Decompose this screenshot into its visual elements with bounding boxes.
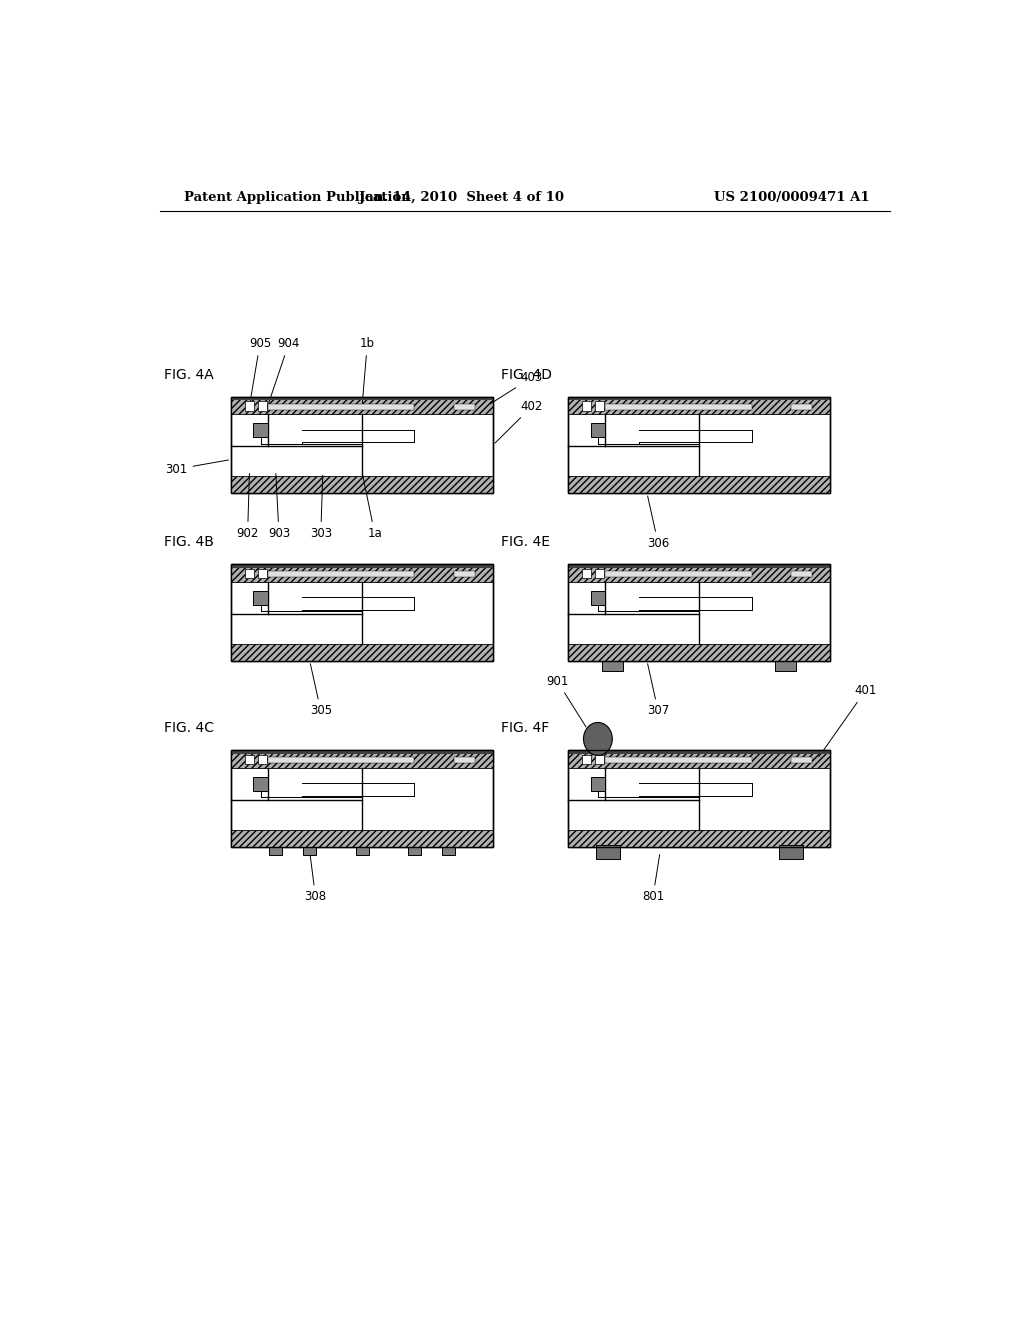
Text: 306: 306 bbox=[647, 496, 670, 549]
Bar bbox=[568, 397, 830, 494]
Text: FIG. 4B: FIG. 4B bbox=[164, 536, 214, 549]
Bar bbox=[596, 845, 620, 858]
Text: FIG. 4A: FIG. 4A bbox=[164, 368, 213, 381]
Text: 903: 903 bbox=[268, 474, 290, 540]
Bar bbox=[245, 401, 254, 411]
Text: 401: 401 bbox=[819, 684, 877, 756]
Text: FIG. 4C: FIG. 4C bbox=[164, 722, 214, 735]
Text: 902: 902 bbox=[237, 474, 259, 540]
Bar bbox=[253, 777, 268, 791]
Bar bbox=[231, 751, 493, 847]
Text: 904: 904 bbox=[268, 337, 300, 403]
Ellipse shape bbox=[584, 722, 612, 755]
Text: FIG. 4F: FIG. 4F bbox=[501, 722, 549, 735]
Bar bbox=[454, 572, 475, 577]
Bar bbox=[583, 755, 592, 764]
Bar bbox=[779, 845, 803, 858]
Bar bbox=[605, 758, 752, 763]
Bar bbox=[602, 661, 624, 671]
Bar bbox=[792, 404, 812, 409]
Bar bbox=[231, 751, 493, 847]
Bar bbox=[231, 751, 493, 754]
Bar bbox=[442, 847, 455, 855]
Bar bbox=[245, 569, 254, 578]
Bar bbox=[591, 591, 605, 605]
Bar bbox=[258, 569, 267, 578]
Text: 905: 905 bbox=[249, 337, 271, 403]
Bar bbox=[568, 644, 830, 661]
Bar bbox=[568, 751, 830, 847]
Bar bbox=[605, 572, 752, 577]
Text: 403: 403 bbox=[490, 371, 543, 404]
Bar bbox=[231, 397, 493, 494]
Bar bbox=[792, 572, 812, 577]
Bar bbox=[231, 751, 493, 768]
Bar bbox=[253, 591, 268, 605]
Bar bbox=[568, 565, 830, 582]
Text: 305: 305 bbox=[309, 664, 332, 718]
Text: FIG. 4D: FIG. 4D bbox=[501, 368, 552, 381]
Bar bbox=[231, 565, 493, 568]
Bar bbox=[231, 397, 493, 400]
Bar bbox=[231, 397, 493, 494]
Bar bbox=[568, 751, 830, 847]
Bar bbox=[591, 777, 605, 791]
Text: FIG. 4E: FIG. 4E bbox=[501, 536, 550, 549]
Bar bbox=[595, 569, 604, 578]
Bar bbox=[605, 404, 752, 409]
Bar bbox=[231, 565, 493, 661]
Bar bbox=[408, 847, 421, 855]
Text: 1a: 1a bbox=[362, 475, 382, 540]
Bar bbox=[268, 758, 415, 763]
Bar bbox=[568, 565, 830, 661]
Text: Jan. 14, 2010  Sheet 4 of 10: Jan. 14, 2010 Sheet 4 of 10 bbox=[358, 190, 564, 203]
Bar bbox=[568, 830, 830, 847]
Bar bbox=[245, 755, 254, 764]
Bar bbox=[568, 397, 830, 414]
Bar bbox=[231, 397, 493, 414]
Bar bbox=[231, 830, 493, 847]
Bar bbox=[591, 424, 605, 437]
Bar bbox=[568, 397, 830, 400]
Bar bbox=[568, 751, 830, 754]
Bar bbox=[454, 404, 475, 409]
Bar bbox=[568, 477, 830, 494]
Bar bbox=[303, 847, 316, 855]
Bar bbox=[231, 565, 493, 661]
Text: Patent Application Publication: Patent Application Publication bbox=[183, 190, 411, 203]
Text: 1b: 1b bbox=[359, 337, 375, 403]
Text: 307: 307 bbox=[647, 664, 670, 718]
Text: 308: 308 bbox=[304, 854, 327, 903]
Text: 301: 301 bbox=[165, 459, 228, 475]
Text: US 2100/0009471 A1: US 2100/0009471 A1 bbox=[715, 190, 870, 203]
Bar bbox=[775, 661, 797, 671]
Bar bbox=[258, 755, 267, 764]
Bar bbox=[583, 569, 592, 578]
Text: 303: 303 bbox=[309, 475, 332, 540]
Text: 901: 901 bbox=[546, 675, 586, 727]
Bar bbox=[792, 758, 812, 763]
Bar bbox=[268, 572, 415, 577]
Bar bbox=[568, 397, 830, 494]
Bar bbox=[355, 847, 369, 855]
Bar bbox=[231, 644, 493, 661]
Bar bbox=[231, 565, 493, 582]
Bar bbox=[258, 401, 267, 411]
Bar bbox=[231, 477, 493, 494]
Text: 801: 801 bbox=[642, 854, 664, 903]
Bar bbox=[568, 751, 830, 768]
Bar bbox=[269, 847, 283, 855]
Bar bbox=[268, 404, 415, 409]
Bar bbox=[595, 755, 604, 764]
Bar bbox=[595, 401, 604, 411]
Bar bbox=[253, 424, 268, 437]
Bar bbox=[568, 565, 830, 568]
Bar bbox=[454, 758, 475, 763]
Bar bbox=[583, 401, 592, 411]
Text: 402: 402 bbox=[495, 400, 543, 444]
Bar bbox=[568, 565, 830, 661]
